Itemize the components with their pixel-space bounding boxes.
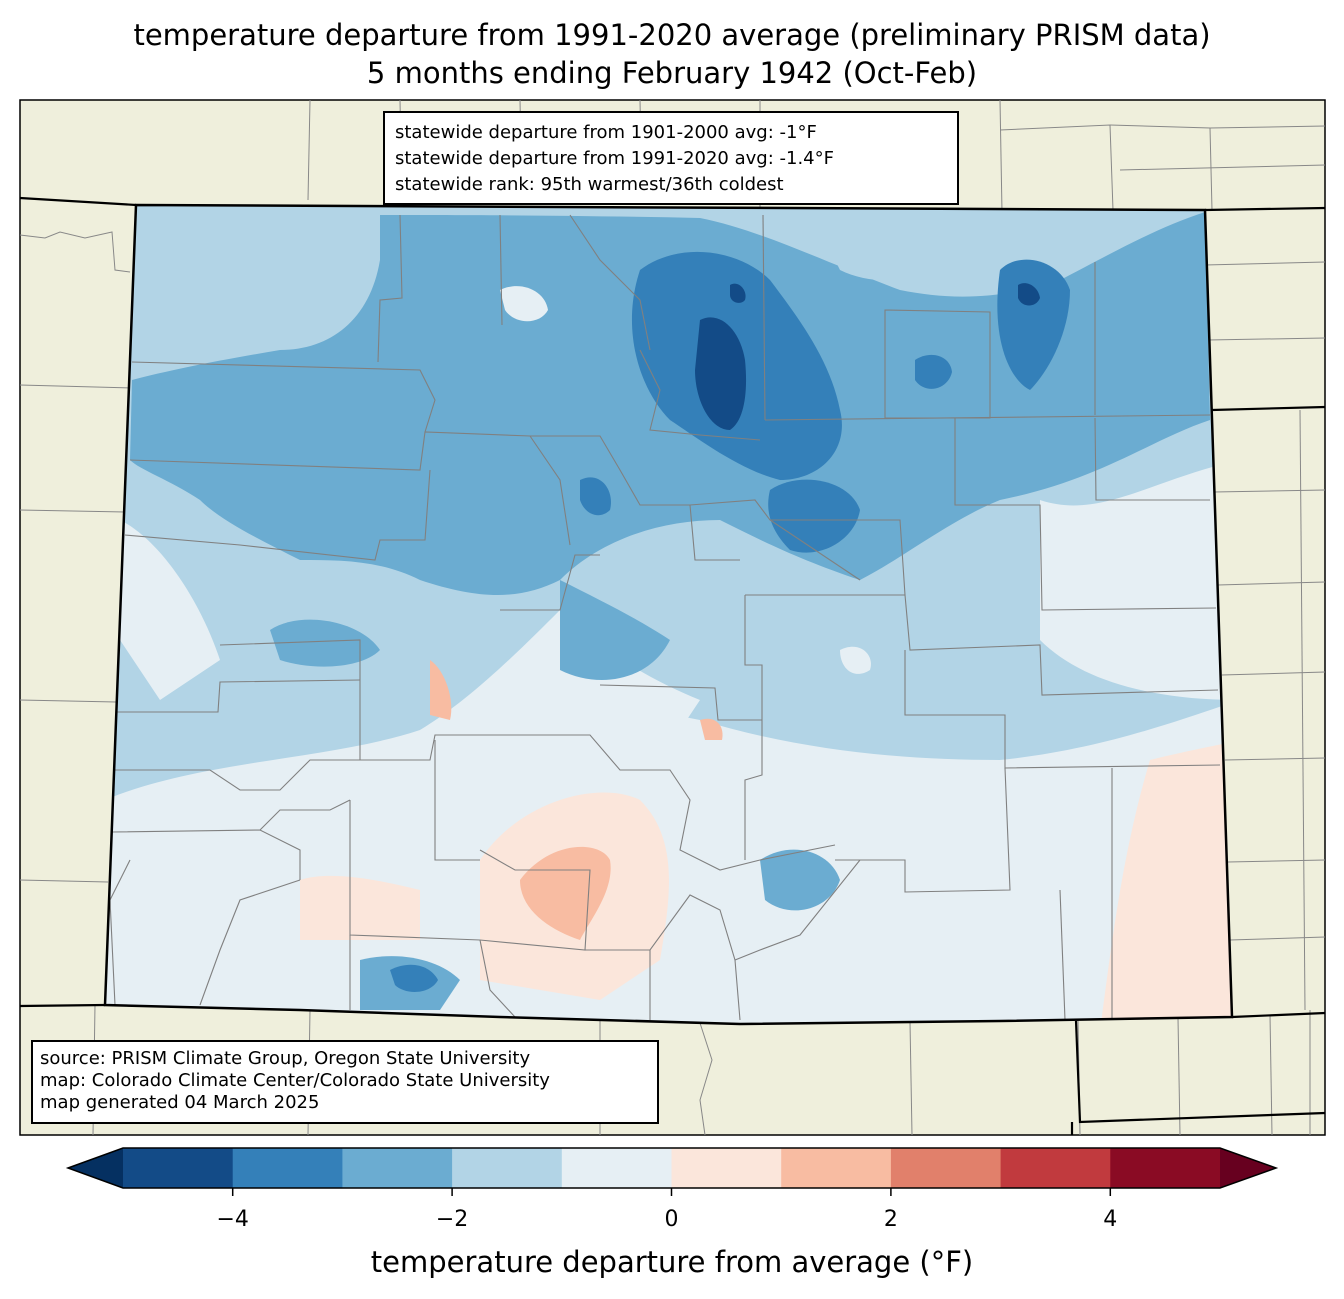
colorbar-outline xyxy=(65,1147,1279,1189)
statewide-stats-box: statewide departure from 1901-2000 avg: … xyxy=(383,111,959,205)
colorbar-extend-low xyxy=(68,1148,123,1188)
colorbar-extend-high xyxy=(1220,1148,1276,1188)
temperature-field xyxy=(105,205,1232,1024)
colorbar-tick-label: −2 xyxy=(435,1207,469,1232)
colorbar-tick-label: −4 xyxy=(216,1207,249,1232)
map-title-line1: temperature departure from 1991-2020 ave… xyxy=(133,18,1211,52)
colorbar-bin xyxy=(123,1148,234,1188)
source-line: source: PRISM Climate Group, Oregon Stat… xyxy=(40,1048,531,1069)
map-title-line2: 5 months ending February 1942 (Oct-Feb) xyxy=(366,56,978,90)
colorbar-tick-label: 2 xyxy=(883,1207,898,1232)
colorbar-bin xyxy=(342,1148,453,1188)
county-lines xyxy=(109,214,1221,1021)
colorbar xyxy=(65,1147,1279,1196)
source-box: source: PRISM Climate Group, Oregon Stat… xyxy=(31,1040,659,1124)
generated-date-line: map generated 04 March 2025 xyxy=(40,1092,320,1113)
colorbar-label: temperature departure from average (°F) xyxy=(370,1245,974,1279)
colorado-border xyxy=(103,203,1234,1026)
state-borders xyxy=(19,196,1326,1135)
colorbar-bin xyxy=(1000,1148,1111,1188)
colorbar-tick-label: 4 xyxy=(1103,1207,1118,1232)
colorbar-bin xyxy=(232,1148,343,1188)
stats-rank: statewide rank: 95th warmest/36th coldes… xyxy=(395,174,784,195)
colorbar-bin xyxy=(452,1148,563,1188)
colorbar-tick-label: 0 xyxy=(664,1207,679,1232)
colorbar-bin xyxy=(781,1148,892,1188)
map-credit-line: map: Colorado Climate Center/Colorado St… xyxy=(40,1070,550,1091)
stats-departure-1901-2000: statewide departure from 1901-2000 avg: … xyxy=(395,122,817,143)
colorbar-bin xyxy=(671,1148,782,1188)
colorbar-bin xyxy=(561,1148,672,1188)
stats-departure-1991-2020: statewide departure from 1991-2020 avg: … xyxy=(395,148,834,169)
colorbar-bin xyxy=(1110,1148,1221,1188)
colorbar-bin xyxy=(890,1148,1002,1188)
